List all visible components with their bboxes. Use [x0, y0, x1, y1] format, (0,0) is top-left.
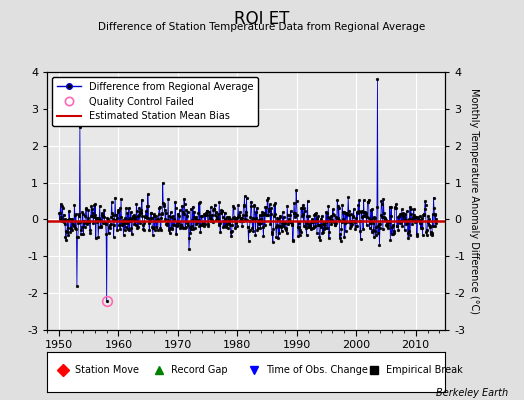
Text: ROI ET: ROI ET: [234, 10, 290, 28]
Legend: Difference from Regional Average, Quality Control Failed, Estimated Station Mean: Difference from Regional Average, Qualit…: [52, 77, 258, 126]
Text: Time of Obs. Change: Time of Obs. Change: [266, 365, 368, 375]
Text: Empirical Break: Empirical Break: [386, 365, 462, 375]
Text: Record Gap: Record Gap: [171, 365, 227, 375]
Text: Difference of Station Temperature Data from Regional Average: Difference of Station Temperature Data f…: [99, 22, 425, 32]
Y-axis label: Monthly Temperature Anomaly Difference (°C): Monthly Temperature Anomaly Difference (…: [470, 88, 479, 314]
Text: Station Move: Station Move: [75, 365, 139, 375]
Text: Berkeley Earth: Berkeley Earth: [436, 388, 508, 398]
